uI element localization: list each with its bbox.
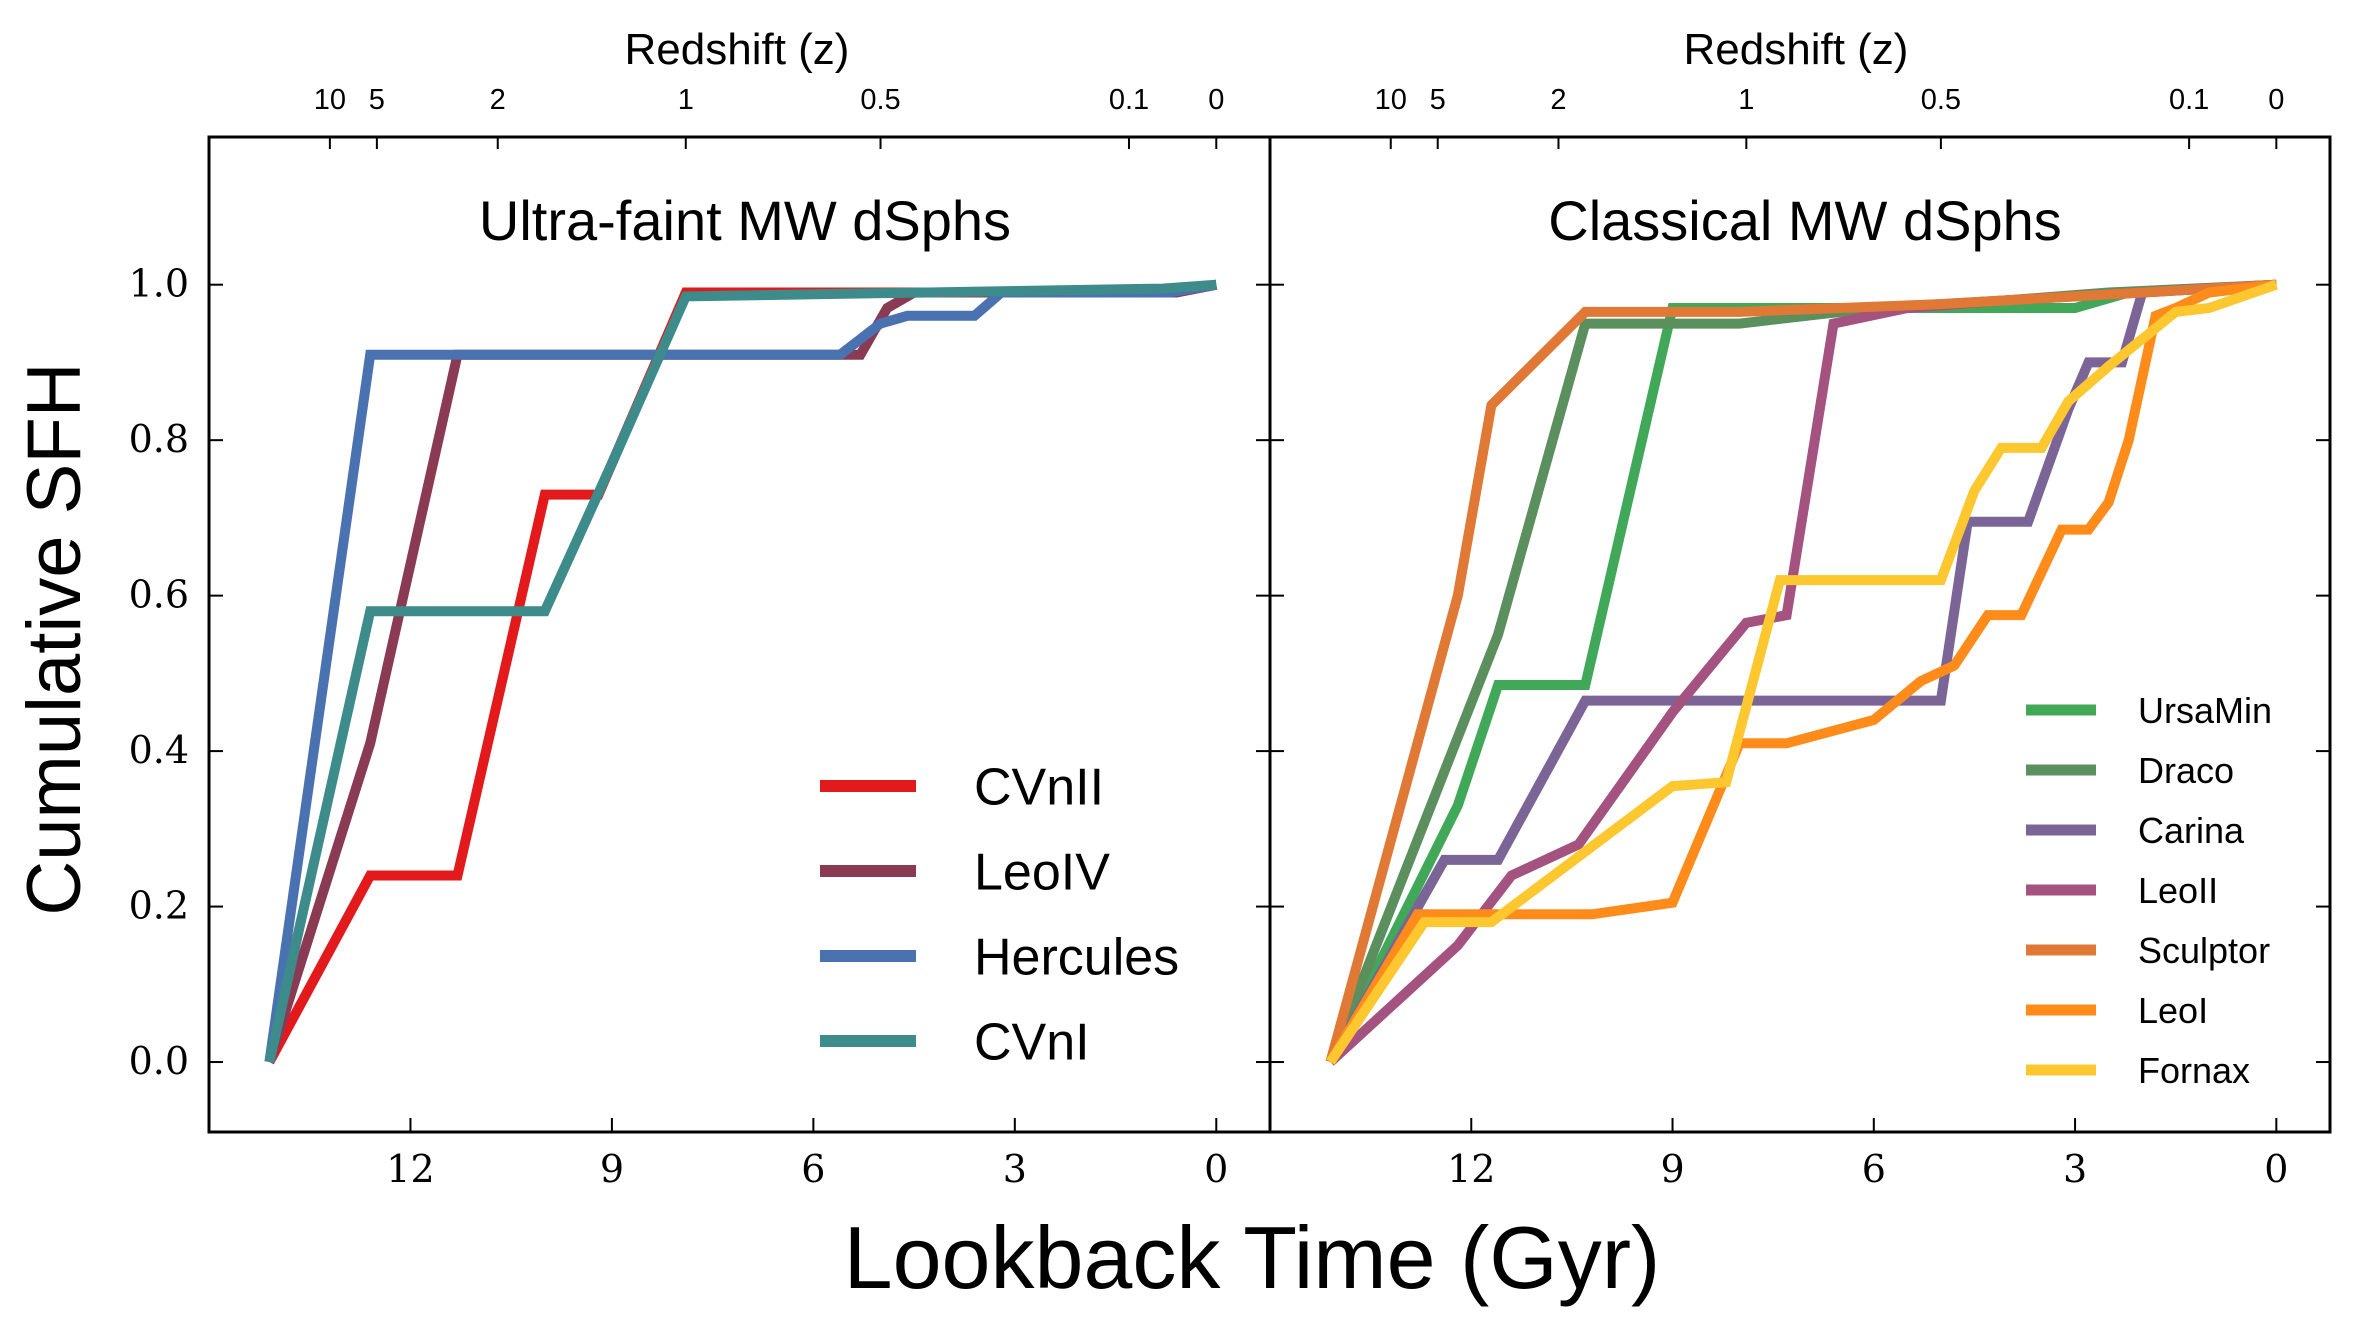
y-tick-label: 0.6 — [129, 573, 189, 617]
plot-area: 0.0 0.2 0.4 0.6 0.8 1.0 12 9 6 3 0 10 5 2 1 0.5 0.1 0 CVnI… — [129, 84, 1272, 1191]
x-tick-label: 6 — [801, 1147, 825, 1191]
plot-area: 12 9 6 3 0 10 5 2 1 0.5 0.1 0 UrsaMin Draco Carina LeoI… — [1268, 84, 2332, 1191]
y-tick-label: 0.0 — [129, 1039, 189, 1083]
redshift-tick-label: 0 — [1208, 84, 1224, 116]
legend-label-draco: Draco — [2138, 750, 2234, 791]
x-tick-label: 0 — [2264, 1147, 2288, 1191]
redshift-tick-label: 10 — [1375, 84, 1407, 116]
legend-label-carina: Carina — [2138, 810, 2245, 851]
redshift-tick-label: 0.1 — [2169, 84, 2209, 116]
panel-title: Classical MW dSphs — [1548, 189, 2061, 252]
legend-label-leoii: LeoII — [2138, 870, 2218, 911]
x-tick-label: 0 — [1204, 1147, 1228, 1191]
x-tick-label: 3 — [2063, 1147, 2087, 1191]
x-tick-label: 9 — [1660, 1147, 1684, 1191]
redshift-tick-label: 5 — [1430, 84, 1446, 116]
redshift-tick-label: 1 — [678, 84, 694, 116]
legend-label-cvni: CVnI — [974, 1014, 1090, 1072]
legend-label-ursamin: UrsaMin — [2138, 690, 2272, 731]
x-axis-label: Lookback Time (Gyr) — [844, 1208, 1661, 1307]
series-line-fornax — [1326, 279, 2278, 1065]
x-tick-label: 9 — [600, 1147, 624, 1191]
legend-label-fornax: Fornax — [2138, 1050, 2250, 1091]
y-axis-label: Cumulative SFH — [12, 362, 97, 915]
y-tick-label: 0.4 — [129, 728, 189, 772]
y-tick-label: 0.8 — [129, 417, 189, 461]
redshift-axis-label: Redshift (z) — [1684, 25, 1909, 74]
legend-label-sculptor: Sculptor — [2138, 930, 2270, 971]
redshift-tick-label: 0.5 — [860, 84, 900, 116]
redshift-tick-label: 0 — [2268, 84, 2284, 116]
redshift-tick-label: 0.5 — [1921, 84, 1961, 116]
redshift-tick-label: 5 — [369, 84, 385, 116]
redshift-tick-label: 2 — [490, 84, 506, 116]
panel-ultra-faint: Ultra-faint MW dSphs Redshift (z) 0.0 0.2… — [129, 25, 1272, 1191]
x-tick-label: 12 — [1447, 1147, 1495, 1191]
redshift-tick-label: 10 — [314, 84, 346, 116]
series-line-sculptor — [1325, 279, 2277, 1064]
y-tick-label: 0.2 — [129, 884, 189, 928]
redshift-axis-label: Redshift (z) — [625, 25, 850, 74]
panel-classical: Classical MW dSphs Redshift (z) 12 9 6 3 010… — [1268, 25, 2332, 1191]
x-tick-label: 12 — [386, 1147, 434, 1191]
axes-frame — [1268, 135, 2332, 1134]
series-line-cvni — [264, 279, 1217, 1064]
x-tick-label: 6 — [1862, 1147, 1886, 1191]
redshift-tick-label: 2 — [1550, 84, 1566, 116]
legend-label-leoiv: LeoIV — [974, 844, 1110, 902]
x-tick-label: 3 — [1003, 1147, 1027, 1191]
redshift-tick-label: 1 — [1738, 84, 1754, 116]
legend-label-hercules: Hercules — [974, 929, 1179, 987]
redshift-tick-label: 0.1 — [1109, 84, 1149, 116]
legend-label-cvnii: CVnII — [974, 759, 1104, 817]
series-line-leoi — [1326, 279, 2277, 1065]
panel-title: Ultra-faint MW dSphs — [479, 189, 1011, 252]
y-tick-label: 1.0 — [129, 262, 189, 306]
legend-label-leoi: LeoI — [2138, 990, 2208, 1031]
